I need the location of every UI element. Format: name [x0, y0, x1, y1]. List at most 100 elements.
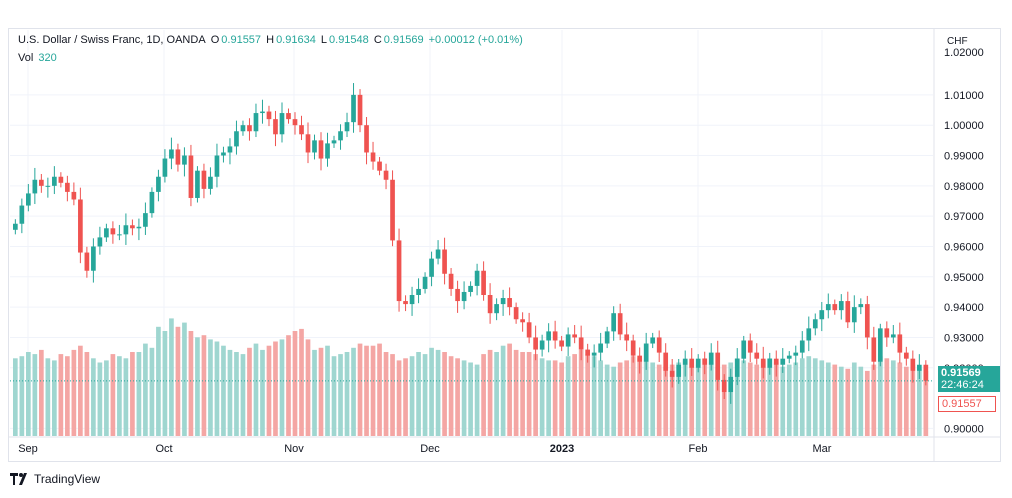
- candle-body: [598, 343, 604, 353]
- volume-bar: [221, 345, 226, 436]
- volume-bar: [851, 362, 857, 436]
- candle-body: [78, 199, 83, 253]
- candle-body: [903, 352, 909, 359]
- volume-bar: [910, 364, 916, 436]
- candle-body: [520, 319, 525, 323]
- volume-bar: [669, 364, 675, 436]
- candle-body: [299, 125, 304, 135]
- candle-body: [786, 355, 792, 359]
- volume-bar: [39, 349, 44, 436]
- candle-body: [461, 291, 467, 302]
- candle-body: [637, 355, 643, 362]
- candle-body: [669, 370, 675, 377]
- candle-body: [71, 191, 77, 200]
- volume-bar: [240, 354, 246, 436]
- candle-body: [793, 352, 799, 356]
- candle-body: [253, 113, 259, 132]
- volume-bar: [877, 356, 883, 436]
- volume-bar: [227, 349, 233, 436]
- volume-bar: [494, 352, 499, 436]
- candle-body: [721, 379, 727, 393]
- volume-bar: [396, 360, 402, 436]
- last-price-value: 0.91569: [941, 367, 981, 379]
- candle-body: [624, 334, 630, 341]
- candle-body: [533, 337, 538, 350]
- candle-body: [474, 270, 480, 286]
- symbol-title[interactable]: U.S. Dollar / Swiss Franc, 1D, OANDA: [18, 34, 206, 46]
- tradingview-logo[interactable]: TradingView: [10, 472, 100, 486]
- candle-body: [877, 328, 883, 362]
- candle-body: [136, 226, 142, 229]
- volume-bar: [377, 343, 382, 436]
- open-label: O: [210, 34, 220, 46]
- volume-bar: [104, 360, 109, 436]
- candle-body: [832, 304, 838, 311]
- candle-body: [513, 307, 519, 320]
- volume-bar: [318, 347, 324, 436]
- volume-bar: [169, 318, 174, 436]
- candle-body: [890, 334, 896, 338]
- volume-bar: [702, 358, 708, 436]
- volume-bar: [331, 356, 337, 436]
- candle-body: [604, 331, 610, 344]
- volume-bar: [214, 341, 220, 436]
- volume-bar: [832, 364, 838, 436]
- candle-body: [331, 140, 337, 144]
- y-tick-label: 0.90000: [944, 423, 984, 435]
- vol-label[interactable]: Vol: [18, 52, 34, 64]
- candle-body: [728, 376, 734, 393]
- candle-body: [858, 304, 864, 308]
- volume-bar: [195, 337, 200, 436]
- volume-bar: [572, 354, 577, 436]
- candle-body: [188, 155, 194, 198]
- candle-body: [390, 179, 395, 241]
- volume-bar: [864, 370, 870, 436]
- candle-body: [630, 340, 636, 356]
- candle-body: [617, 313, 623, 335]
- candle-body: [819, 310, 825, 320]
- candle-body: [266, 111, 272, 120]
- volume-bar: [338, 354, 343, 436]
- volume-bar: [500, 345, 506, 436]
- candle-body: [838, 301, 844, 311]
- candle-body: [864, 304, 870, 338]
- volume-bar: [474, 364, 480, 436]
- volume-bar: [58, 354, 64, 436]
- candle-body: [923, 364, 929, 381]
- volume-bar: [871, 364, 877, 436]
- volume-bar: [838, 366, 844, 436]
- open-value: 0.91557: [221, 34, 262, 46]
- candle-body: [572, 334, 577, 338]
- chart-frame[interactable]: [8, 28, 1001, 462]
- candle-body: [578, 337, 584, 350]
- candle-body: [650, 337, 656, 344]
- candle-body: [149, 191, 155, 214]
- volume-bar: [279, 339, 285, 436]
- candle-body: [351, 94, 356, 123]
- candle-body: [422, 276, 428, 289]
- volume-bar: [208, 339, 213, 436]
- volume-bar: [305, 339, 311, 436]
- volume-bar: [565, 356, 571, 436]
- volume-bar: [65, 356, 70, 436]
- volume-bar: [650, 362, 656, 436]
- volume-bar: [325, 345, 330, 436]
- candle-body: [84, 252, 90, 271]
- volume-bar: [591, 356, 597, 436]
- candle-body: [845, 301, 851, 323]
- candle-body: [169, 149, 174, 159]
- candle-body: [208, 176, 213, 189]
- volume-bar: [52, 360, 57, 436]
- low-label: L: [320, 34, 328, 46]
- volume-bar: [721, 364, 727, 436]
- candle-body: [318, 140, 324, 159]
- candle-body: [260, 111, 265, 114]
- candle-body: [396, 240, 402, 302]
- candle-body: [825, 304, 831, 311]
- high-value: 0.91634: [276, 34, 316, 46]
- volume-bar: [357, 343, 363, 436]
- candle-body: [663, 352, 669, 371]
- volume-bar: [773, 362, 779, 436]
- candle-body: [370, 152, 376, 162]
